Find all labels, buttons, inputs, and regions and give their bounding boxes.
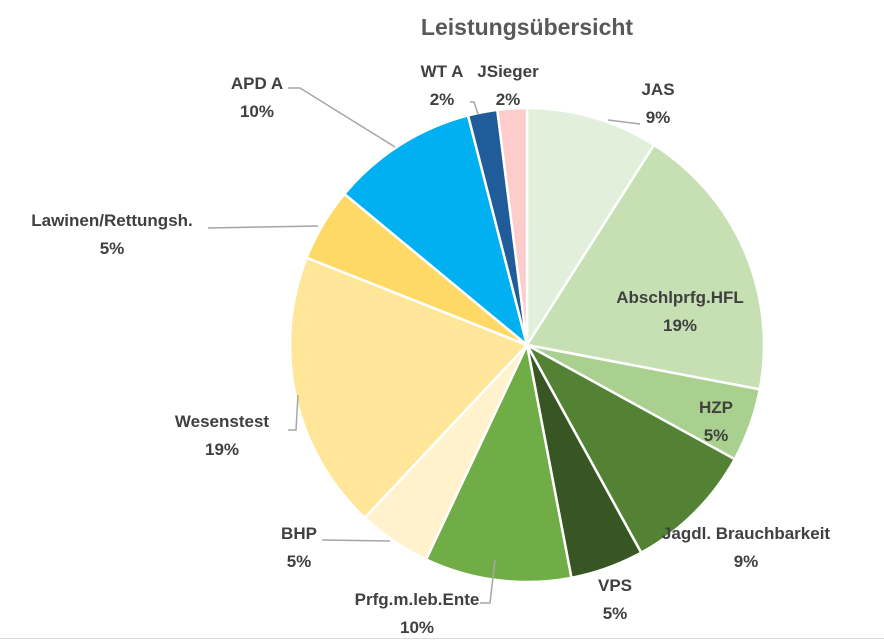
divider: [0, 638, 884, 639]
data-label-category: APD A: [230, 74, 284, 93]
data-label-category: JSieger: [477, 62, 539, 81]
pie-slice-jagdl-brauchbarkeit: [523, 341, 737, 555]
data-label-category: Jagdl. Brauchbarkeit: [661, 524, 831, 543]
data-label-vps: VPS 5%: [598, 572, 632, 628]
data-label-lawinen-rettungsh: Lawinen/Rettungsh. 5%: [31, 207, 193, 263]
data-label-prfg-m-leb-ente: Prfg.m.leb.Ente 10%: [355, 586, 480, 642]
data-label-bhp: BHP 5%: [281, 520, 317, 576]
data-label-percent: 5%: [99, 239, 125, 258]
pie-slice-jas: [525, 106, 656, 350]
data-label-percent: 19%: [204, 440, 240, 459]
leader-line-jas: [607, 119, 641, 125]
data-label-hzp: HZP 5%: [699, 394, 733, 450]
leader-line-wt-a: [470, 101, 479, 115]
data-label-category: HZP: [699, 398, 733, 417]
data-label-percent: 9%: [733, 552, 759, 571]
data-label-jsieger: JSieger 2%: [477, 58, 538, 114]
leader-line-prfg-m-leb-ente: [480, 559, 496, 604]
pie-slice-jsieger: [495, 106, 529, 346]
data-label-percent: 2%: [429, 90, 455, 109]
data-label-wesenstest: Wesenstest 19%: [175, 408, 269, 464]
leader-line-wesenstest: [288, 394, 299, 431]
data-label-jas: JAS 9%: [641, 76, 674, 132]
data-label-percent: 10%: [399, 618, 435, 637]
data-label-apd-a: APD A 10%: [231, 70, 283, 126]
data-label-category: VPS: [597, 576, 633, 595]
leader-line-lawinen-rettungsh: [207, 225, 319, 229]
data-label-percent: 5%: [703, 426, 729, 445]
data-label-jagdl-brauchbarkeit: Jagdl. Brauchbarkeit 9%: [662, 520, 830, 576]
pie-slice-prfg-m-leb-ente: [424, 340, 573, 584]
pie-slice-apd-a: [342, 113, 530, 349]
data-label-category: BHP: [281, 524, 317, 543]
data-label-category: Prfg.m.leb.Ente: [354, 590, 480, 609]
leader-line-bhp: [321, 539, 391, 542]
data-label-percent: 9%: [645, 108, 671, 127]
data-label-percent: 5%: [286, 552, 312, 571]
chart-title: Leistungsübersicht: [420, 14, 634, 40]
data-label-category: WT A: [420, 62, 464, 81]
data-label-category: Abschlprfg.HFL: [616, 288, 744, 307]
data-label-abschlprfg-hfl: Abschlprfg.HFL 19%: [616, 284, 744, 340]
data-label-wt-a: WT A 2%: [421, 58, 464, 114]
data-label-percent: 2%: [495, 90, 521, 109]
data-label-percent: 19%: [662, 316, 698, 335]
pie-slice-abschlprfg-hfl: [524, 143, 766, 391]
data-label-category: Wesenstest: [174, 412, 270, 431]
data-label-percent: 5%: [602, 604, 628, 623]
data-label-category: Lawinen/Rettungsh.: [31, 211, 193, 230]
data-label-category: JAS: [641, 80, 675, 99]
data-label-percent: 10%: [239, 102, 275, 121]
leader-line-apd-a: [288, 87, 396, 148]
